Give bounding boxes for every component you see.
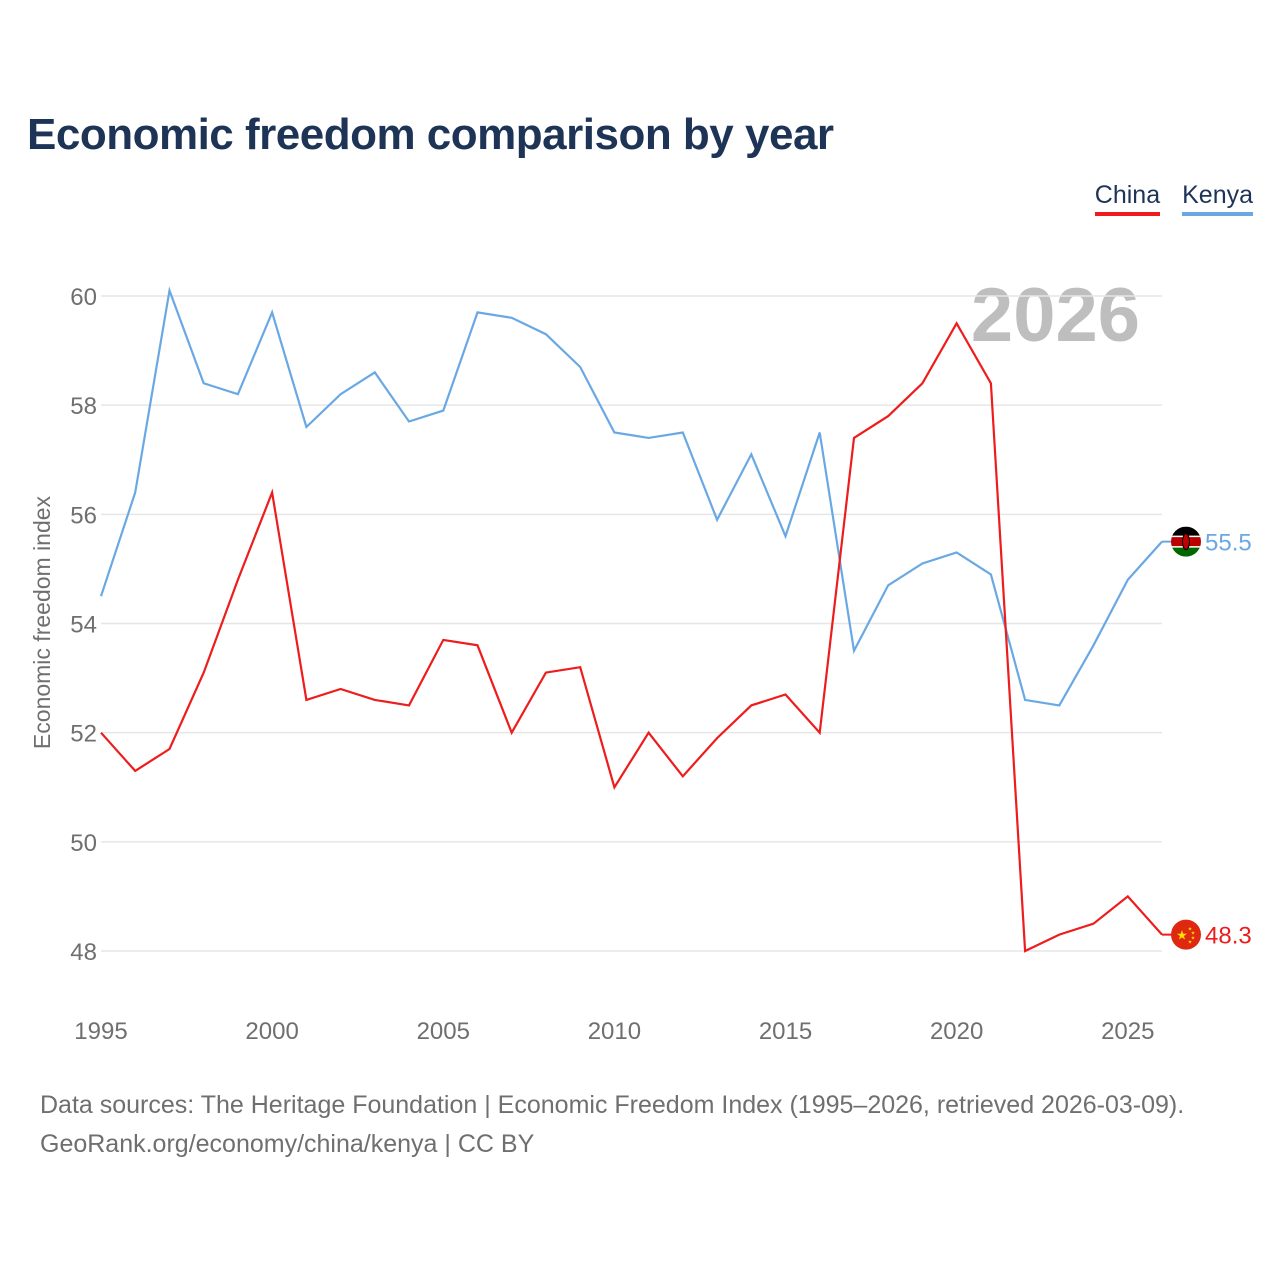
x-tick-label: 2005: [417, 1018, 470, 1045]
chart-title: Economic freedom comparison by year: [27, 110, 834, 159]
svg-text:★: ★: [1188, 927, 1193, 933]
end-label-china: 48.3: [1205, 923, 1252, 950]
svg-text:★: ★: [1191, 936, 1196, 942]
series-line-kenya[interactable]: [99, 286, 1163, 707]
x-tick-label: 2020: [930, 1018, 983, 1045]
svg-text:★: ★: [1188, 940, 1193, 946]
y-tick-label: 60: [70, 284, 97, 311]
x-tick-label: 1995: [74, 1018, 127, 1045]
svg-text:★: ★: [1176, 929, 1188, 944]
end-label-kenya: 55.5: [1205, 530, 1252, 557]
footer-sources: Data sources: The Heritage Foundation | …: [40, 1091, 1185, 1119]
y-tick-label: 56: [70, 502, 97, 529]
y-axis-label: Economic freedom index: [29, 495, 55, 749]
china-flag-icon: ★ ★★★★: [1171, 919, 1201, 950]
series-line-china[interactable]: [100, 321, 1163, 953]
svg-text:★: ★: [1191, 931, 1196, 937]
y-axis-ticks: 48 50 52 54 56 58 60: [70, 284, 97, 966]
y-tick-label: 52: [70, 721, 97, 748]
x-tick-label: 2010: [588, 1018, 641, 1045]
gridlines: [101, 295, 1162, 952]
footer: Data sources: The Heritage Foundation | …: [40, 1086, 1184, 1164]
series-end-markers: ★ ★★★★ 48.355.5: [1162, 526, 1252, 950]
footer-credit[interactable]: GeoRank.org/economy/china/kenya | CC BY: [40, 1130, 535, 1158]
y-tick-label: 58: [70, 393, 97, 420]
y-tick-label: 48: [70, 939, 97, 966]
y-tick-label: 54: [70, 612, 97, 639]
legend: China Kenya: [1094, 181, 1253, 216]
kenya-flag-icon: [1171, 526, 1201, 557]
x-tick-label: 2015: [759, 1018, 812, 1045]
x-tick-label: 2000: [245, 1018, 298, 1045]
year-badge: 2026: [970, 273, 1140, 358]
y-tick-label: 50: [70, 830, 97, 857]
x-axis-ticks: 1995 2000 2005 2010 2015 2020 2025: [74, 1018, 1154, 1045]
legend-kenya[interactable]: Kenya: [1182, 181, 1253, 216]
x-tick-label: 2025: [1101, 1018, 1154, 1045]
series-lines: [99, 286, 1163, 953]
legend-china[interactable]: China: [1094, 181, 1161, 216]
